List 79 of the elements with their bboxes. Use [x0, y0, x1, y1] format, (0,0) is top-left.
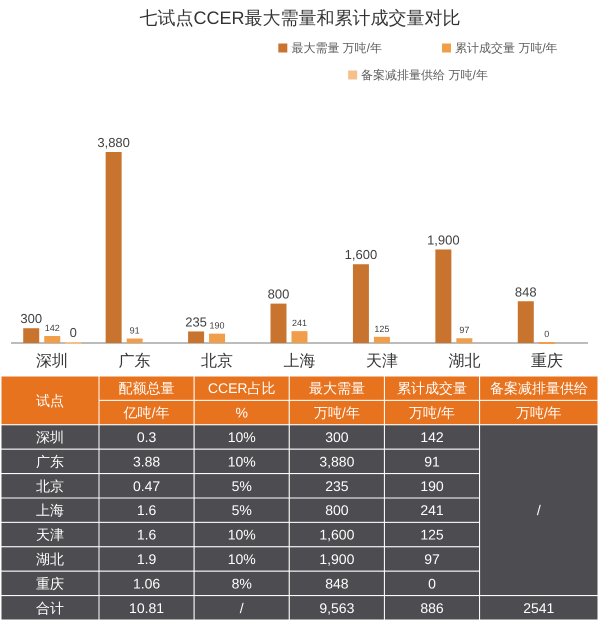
cell: 5% [232, 478, 252, 494]
cell: 886 [420, 600, 444, 616]
cell: 深圳 [36, 429, 64, 445]
cell: / [240, 600, 244, 616]
cell: 0 [428, 575, 436, 592]
cell: 10% [228, 453, 256, 470]
cell: 天津 [36, 526, 64, 543]
cell: 合计 [36, 600, 64, 616]
data-label: 1,900 [427, 232, 460, 248]
data-label: 1,600 [344, 247, 378, 262]
column-header: 万吨/年 [409, 404, 455, 421]
x-tick-label: 广东 [118, 353, 151, 370]
x-tick-label: 北京 [201, 353, 234, 370]
data-label: 800 [268, 286, 290, 302]
cell: 1.06 [132, 575, 160, 592]
cell: 5% [232, 502, 252, 518]
column-header: 亿吨/年 [124, 404, 170, 421]
x-tick-label: 天津 [366, 353, 398, 370]
legend-label: 累计成交量 万吨/年 [455, 41, 558, 55]
cell: 235 [325, 478, 349, 494]
column-header: CCER占比 [208, 380, 276, 396]
cell: 300 [325, 429, 349, 445]
column-header: % [236, 404, 248, 421]
cell: 上海 [36, 502, 64, 518]
column-header: 最大需量 [308, 380, 365, 396]
cell: 北京 [36, 478, 64, 494]
cell: 91 [424, 453, 440, 470]
data-label: 241 [292, 318, 308, 328]
cell: 125 [420, 526, 444, 543]
data-label: 0 [544, 329, 550, 339]
cell: 1.6 [136, 502, 156, 518]
cell: 800 [325, 502, 349, 518]
legend-label: 备案减排量供给 万吨/年 [361, 68, 488, 82]
column-header: 配额总量 [118, 380, 175, 396]
cell: 3.88 [132, 453, 160, 470]
column-header: 备案减排量供给 [490, 380, 588, 396]
data-label: 0 [70, 325, 77, 340]
data-label: 97 [459, 325, 470, 336]
cell: 9,563 [319, 600, 354, 616]
x-tick-label: 上海 [284, 353, 316, 370]
cell: 97 [424, 551, 440, 567]
title: 七试点CCER最大需量和累计成交量对比 [140, 8, 460, 28]
cell: 2541 [523, 600, 554, 616]
data-label: 848 [514, 284, 537, 300]
cell: 1.9 [136, 551, 156, 567]
data-label: 142 [44, 323, 60, 333]
cell: 10% [228, 429, 256, 445]
column-header: 累计成交量 [397, 380, 468, 396]
column-header: 试点 [36, 392, 64, 408]
x-tick-label: 湖北 [448, 353, 480, 370]
cell: 848 [325, 575, 349, 592]
x-tick-label: 重庆 [530, 353, 563, 370]
x-tick-label: 深圳 [36, 353, 68, 370]
cell: 1.6 [136, 526, 156, 543]
cell: 8% [232, 575, 252, 592]
cell: 0.3 [136, 429, 156, 445]
cell: 广东 [36, 453, 64, 470]
cell: 190 [420, 478, 444, 494]
cell: 10% [228, 526, 256, 543]
data-label: 190 [210, 320, 225, 331]
legend-label: 最大需量 万吨/年 [291, 41, 382, 55]
cell: 重庆 [36, 575, 64, 592]
data-label: 125 [374, 324, 390, 334]
data-label: 235 [185, 314, 207, 330]
cell: 0.47 [132, 478, 160, 494]
data-label: 91 [130, 326, 140, 336]
data-label: 300 [20, 311, 42, 326]
cell: 241 [420, 502, 444, 518]
cell: 湖北 [36, 551, 64, 567]
cell: 3,880 [319, 453, 354, 470]
column-header: 万吨/年 [314, 404, 360, 421]
column-header: 万吨/年 [516, 404, 562, 421]
cell: 1,900 [319, 551, 354, 567]
cell: 10.81 [129, 600, 164, 616]
cell: / [536, 502, 541, 518]
data-label: 3,880 [97, 135, 130, 150]
cell: 142 [420, 429, 444, 445]
cell: 1,600 [319, 526, 354, 543]
cell: 10% [228, 551, 256, 567]
